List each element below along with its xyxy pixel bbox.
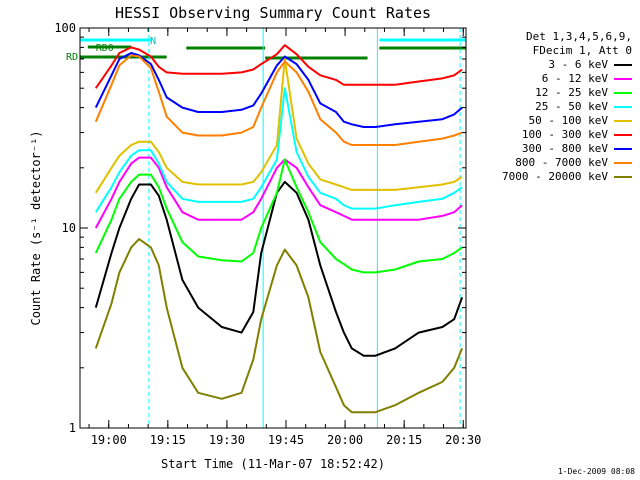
- legend-swatch: [614, 92, 632, 94]
- flag-label-rd0: RD0: [96, 43, 114, 54]
- legend-item-0: 3 - 6 keV: [548, 58, 632, 71]
- series-line-7: [94, 54, 463, 146]
- series-line-0: [94, 180, 464, 357]
- series-line-3: [94, 87, 463, 213]
- legend-label: 12 - 25 keV: [535, 86, 608, 99]
- series-line-4: [94, 58, 463, 194]
- legend-swatch: [614, 162, 632, 164]
- x-tick-label: 19:15: [150, 433, 186, 447]
- y-tick-label: 10: [62, 221, 76, 235]
- legend-label: 3 - 6 keV: [548, 58, 608, 71]
- series-line-2: [94, 158, 463, 274]
- legend-swatch: [614, 176, 632, 178]
- flag-label-n: N: [150, 36, 156, 47]
- series-group: [94, 44, 464, 414]
- legend-label: 25 - 50 keV: [535, 100, 608, 113]
- legend-item-7: 800 - 7000 keV: [515, 156, 632, 169]
- series-line-1: [94, 156, 463, 229]
- legend-swatch: [614, 148, 632, 150]
- legend-item-3: 25 - 50 keV: [535, 100, 632, 113]
- y-tick-label: 100: [54, 21, 76, 35]
- axes-group: 19:00 19:15 19:30 19:45 20:00 20:15 20:30 1 10 10…: [54, 21, 481, 447]
- chart-title: HESSI Observing Summary Count Rates: [115, 4, 431, 22]
- plot-frame: [79, 27, 467, 429]
- y-axis-label: Count Rate (s⁻¹ detector⁻¹): [29, 130, 43, 325]
- footer-timestamp: 1-Dec-2009 08:08: [557, 467, 635, 476]
- legend-item-2: 12 - 25 keV: [535, 86, 632, 99]
- legend-item-6: 300 - 800 keV: [522, 142, 632, 155]
- x-axis-label: Start Time (11-Mar-07 18:52:42): [161, 457, 385, 471]
- x-tick-label: 19:45: [268, 433, 304, 447]
- y-tick-label: 1: [69, 421, 76, 435]
- legend-label: 300 - 800 keV: [521, 142, 608, 155]
- legend-swatch: [614, 134, 632, 136]
- legend-label: 50 - 100 keV: [528, 114, 608, 127]
- legend-label: 7000 - 20000 keV: [502, 170, 608, 183]
- legend-item-8: 7000 - 20000 keV: [502, 170, 632, 183]
- x-tick-label: 20:00: [327, 433, 363, 447]
- legend-item-4: 50 - 100 keV: [529, 114, 632, 127]
- flag-bars: RD0 N RD: [66, 28, 466, 428]
- legend-swatch: [614, 78, 632, 80]
- legend-label: 800 - 7000 keV: [515, 156, 608, 169]
- legend-swatch: [614, 64, 632, 66]
- x-tick-label: 19:30: [209, 433, 245, 447]
- legend-label: 100 - 300 keV: [521, 128, 608, 141]
- x-tick-label: 20:15: [386, 433, 422, 447]
- x-tick-label: 19:00: [91, 433, 127, 447]
- legend-item-5: 100 - 300 keV: [522, 128, 632, 141]
- legend-swatch: [614, 106, 632, 108]
- legend-item-1: 6 - 12 keV: [542, 72, 632, 85]
- flag-label-rd: RD: [66, 52, 78, 63]
- series-line-8: [94, 238, 464, 414]
- legend-label: 6 - 12 keV: [541, 72, 608, 85]
- series-line-6: [94, 52, 463, 128]
- legend-header: FDecim 1, Att 0: [532, 44, 632, 57]
- series-line-5: [94, 44, 463, 89]
- legend-header: Det 1,3,4,5,6,9,: [526, 30, 632, 43]
- x-tick-label: 20:30: [445, 433, 481, 447]
- legend-swatch: [614, 120, 632, 122]
